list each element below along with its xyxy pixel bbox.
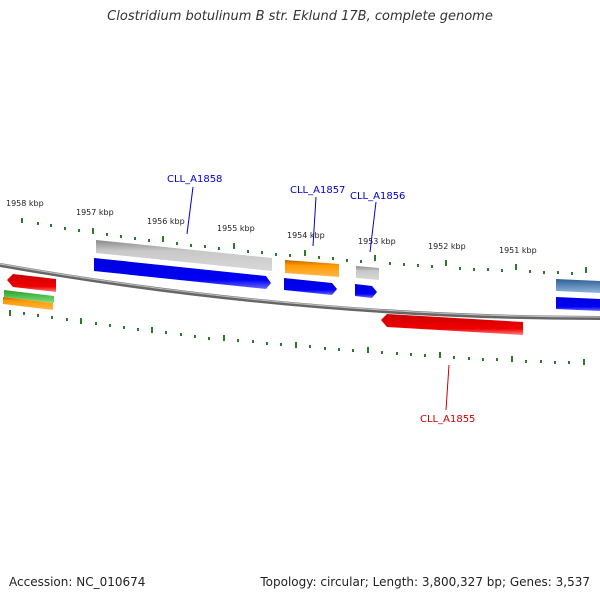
cds-cll-a1858[interactable] xyxy=(94,258,271,289)
genome-backbone xyxy=(0,263,600,320)
blue-feature-right[interactable] xyxy=(556,297,600,311)
cds-cll-a1857[interactable] xyxy=(284,278,337,295)
outer-tick-ring xyxy=(21,218,587,275)
tick-label-1953: 1953 kbp xyxy=(358,237,396,246)
cds-cll-a1856[interactable] xyxy=(355,284,377,298)
gene-label-cll-a1857[interactable]: CLL_A1857 xyxy=(290,185,345,196)
leader-cll-a1857 xyxy=(312,196,317,247)
accession-text: Accession: NC_010674 xyxy=(9,575,146,589)
tick-label-1956: 1956 kbp xyxy=(147,217,185,226)
genome-summary-text: Topology: circular; Length: 3,800,327 bp… xyxy=(260,575,590,589)
tick-label-1951: 1951 kbp xyxy=(499,246,537,255)
leader-cll-a1858 xyxy=(186,186,194,235)
leader-cll-a1856 xyxy=(369,201,377,253)
gene-label-cll-a1855[interactable]: CLL_A1855 xyxy=(420,414,475,425)
map-title: Clostridium botulinum B str. Eklund 17B,… xyxy=(107,9,493,24)
red-feature-left[interactable] xyxy=(7,274,56,292)
tick-label-1955: 1955 kbp xyxy=(217,224,255,233)
tick-label-1957: 1957 kbp xyxy=(76,208,114,217)
gene-label-cll-a1858[interactable]: CLL_A1858 xyxy=(167,174,222,185)
leader-cll-a1855 xyxy=(445,364,450,411)
green-feature-left[interactable] xyxy=(4,290,54,303)
tick-label-1952: 1952 kbp xyxy=(428,242,466,251)
cds-cll-a1855[interactable] xyxy=(381,314,523,335)
tick-label-1954: 1954 kbp xyxy=(287,231,325,240)
gene-label-cll-a1856[interactable]: CLL_A1856 xyxy=(350,191,405,202)
gray-feature-1[interactable] xyxy=(96,240,272,271)
orange-feature-left[interactable] xyxy=(3,297,53,310)
orange-feature[interactable] xyxy=(285,260,339,277)
gray-feature-2[interactable] xyxy=(356,266,379,280)
tick-label-1958: 1958 kbp xyxy=(6,199,44,208)
inner-tick-ring xyxy=(9,310,585,365)
steelblue-feature-right[interactable] xyxy=(556,279,600,293)
